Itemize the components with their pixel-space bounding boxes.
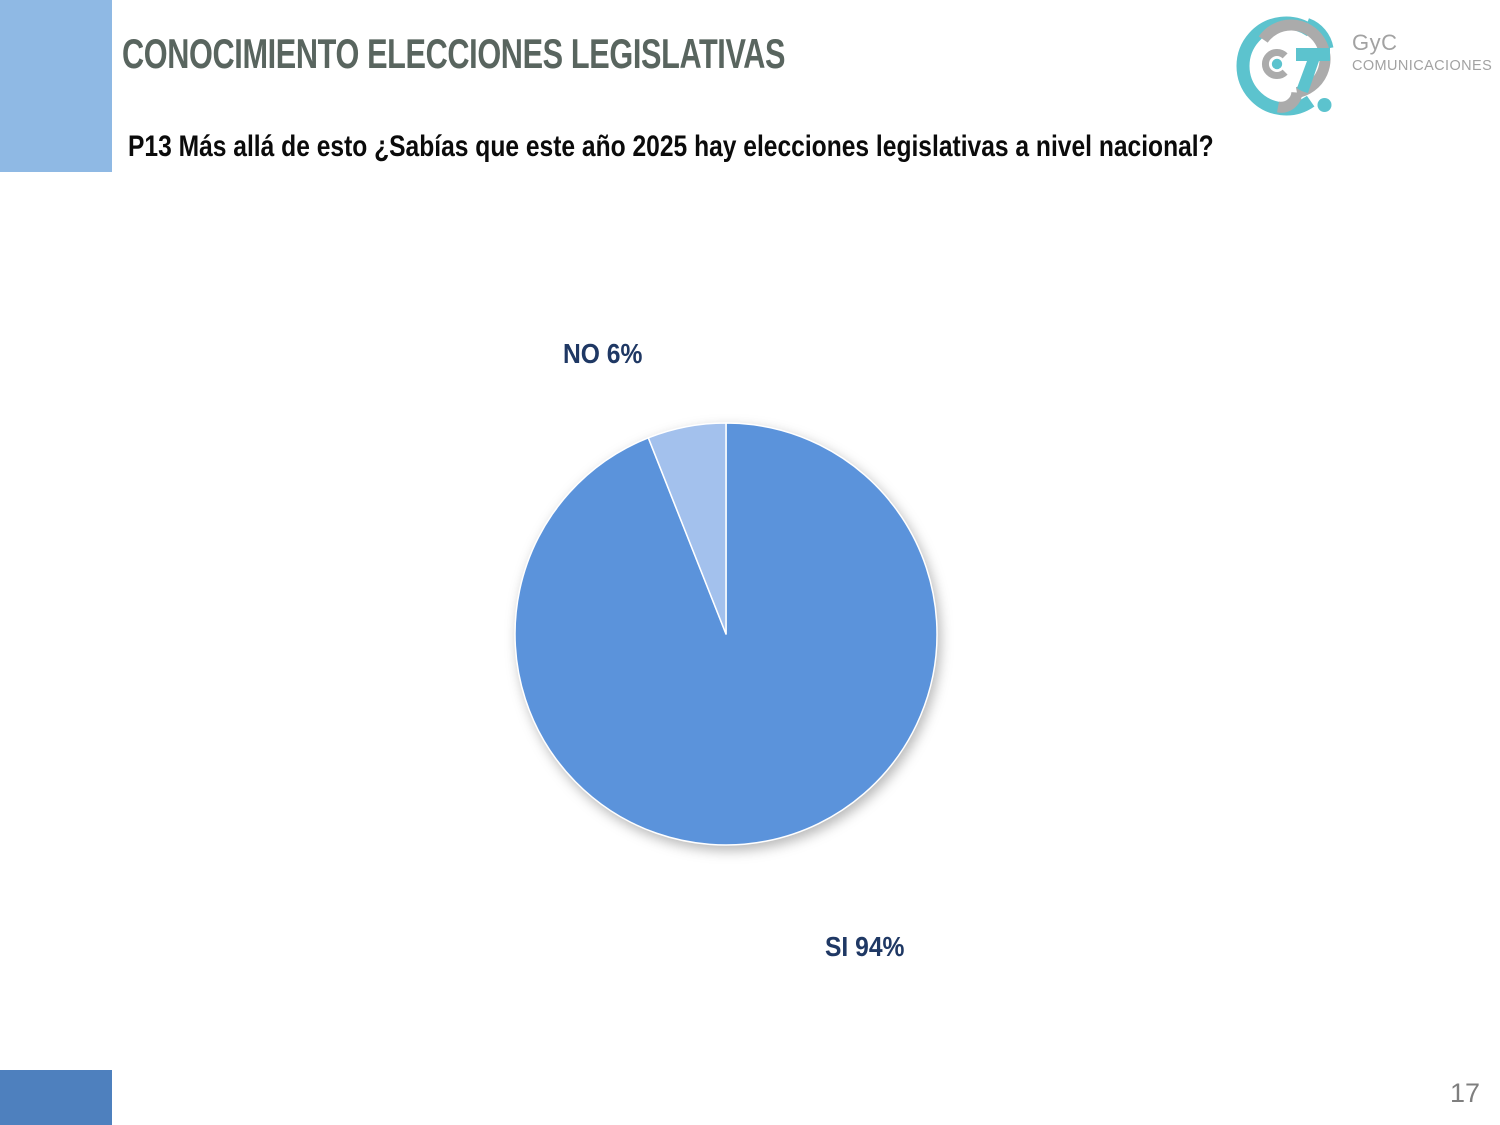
logo-subtitle: COMUNICACIONES — [1352, 58, 1493, 74]
slide-title: CONOCIMIENTO ELECCIONES LEGISLATIVAS — [122, 30, 786, 77]
page-number: 17 — [1449, 1078, 1480, 1108]
decor-top-left-rect — [0, 0, 112, 172]
pie-slice-no — [647, 422, 727, 635]
pie-chart-svg — [514, 422, 938, 846]
pie-label-si: SI 94% — [825, 931, 905, 962]
logo: GyC COMUNICACIONES — [1236, 4, 1492, 122]
decor-bottom-left-rect — [0, 1070, 112, 1125]
question-text: P13 Más allá de esto ¿Sabías que este añ… — [128, 130, 1214, 163]
gyc-logo-icon — [1236, 16, 1334, 116]
pie-chart: NO 6% SI 94% — [513, 338, 939, 962]
logo-text: GyC COMUNICACIONES — [1352, 30, 1493, 75]
logo-name: GyC — [1352, 30, 1398, 55]
pie-label-no: NO 6% — [563, 338, 643, 369]
